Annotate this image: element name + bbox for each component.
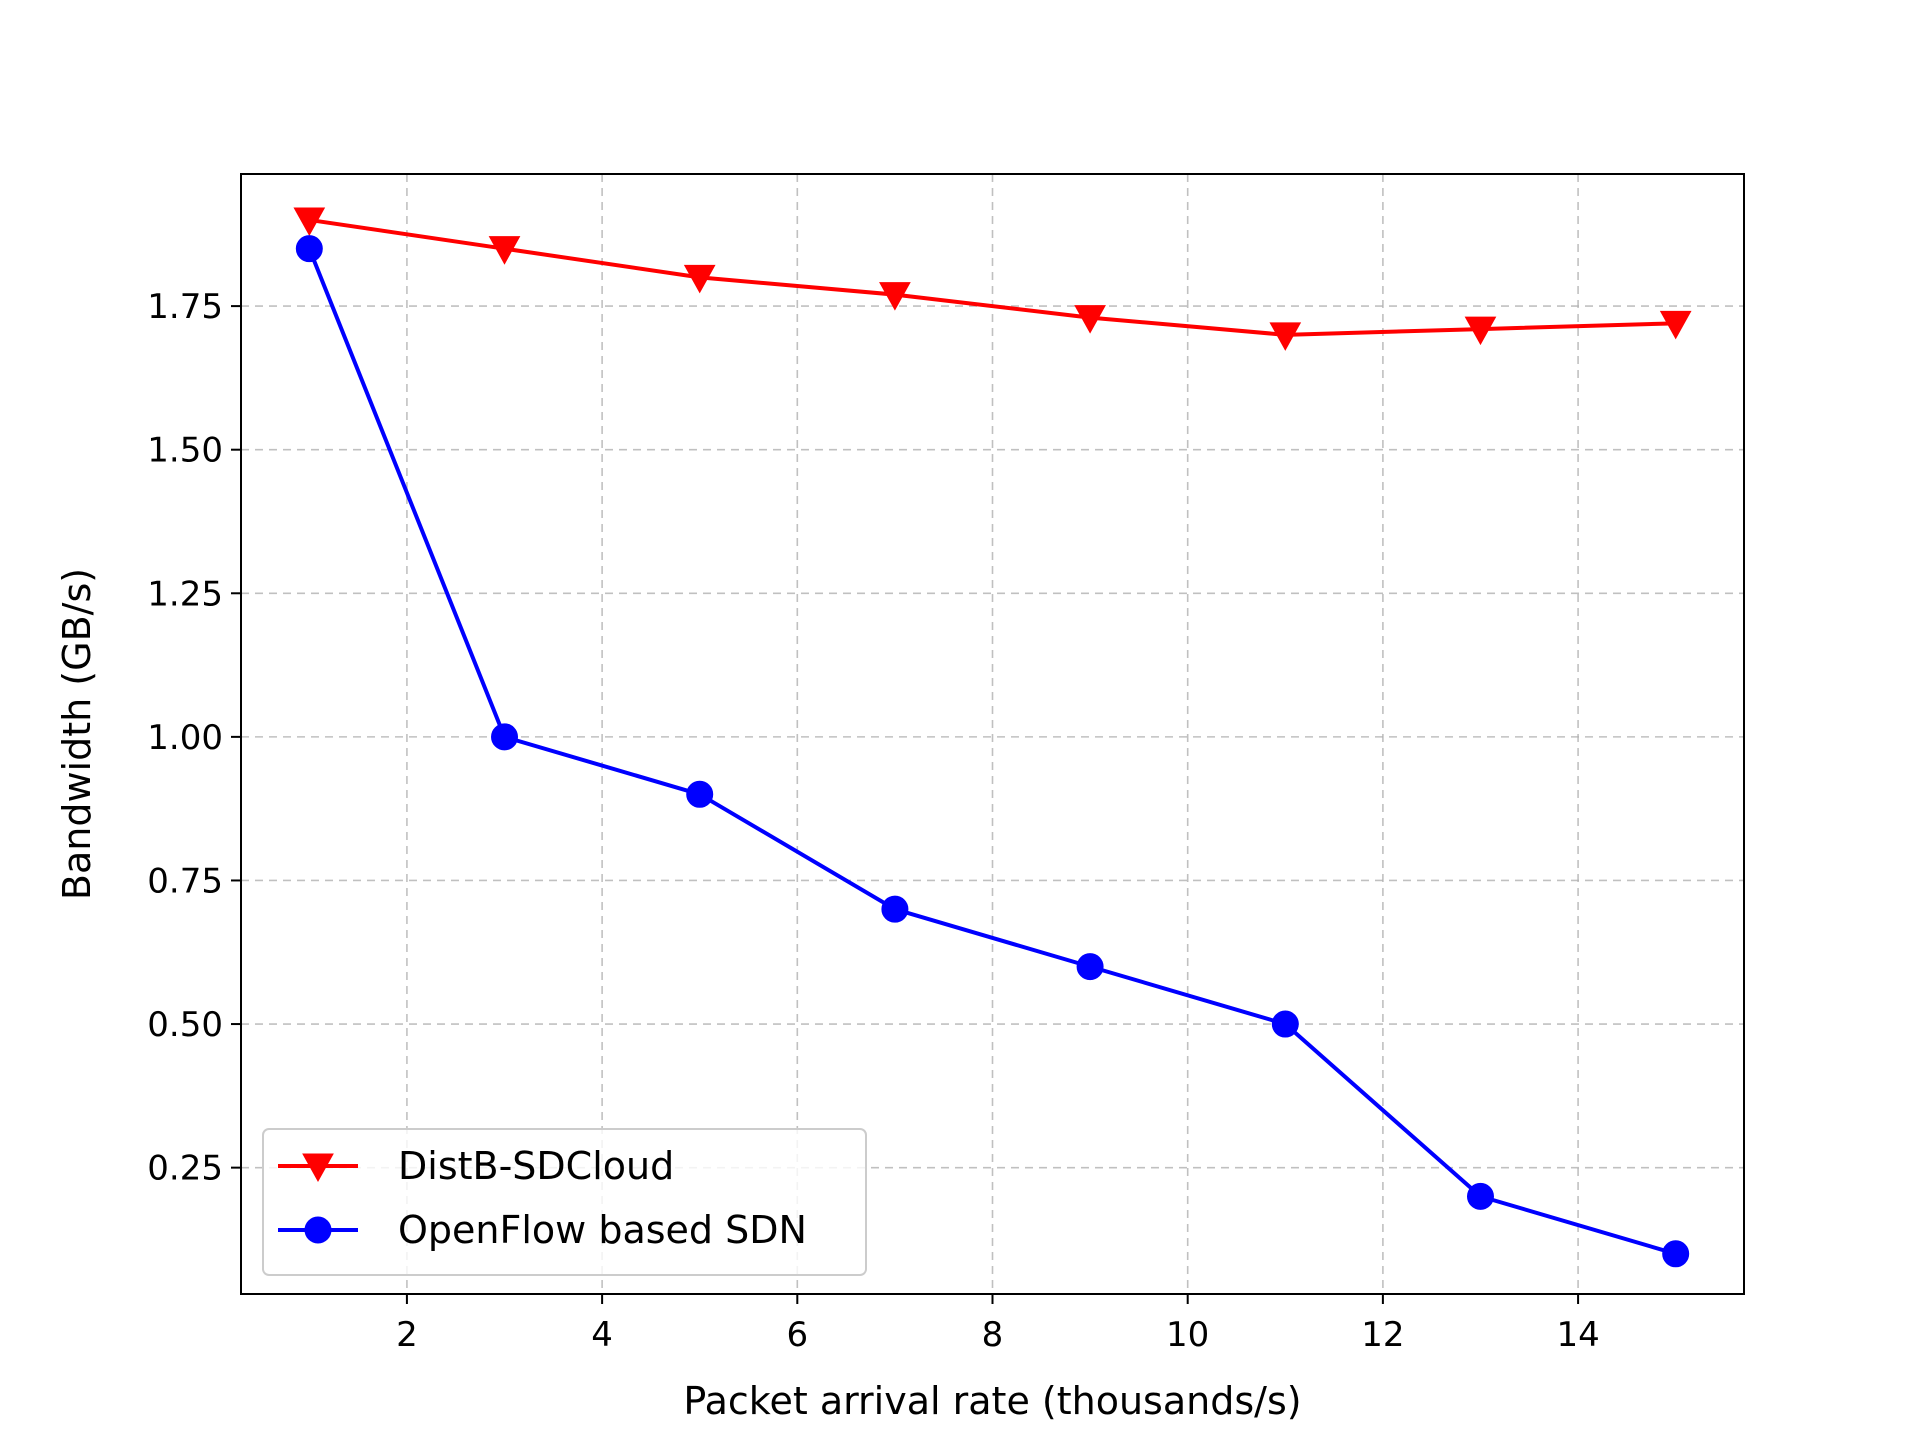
legend-entry: OpenFlow based SDN [278, 1208, 807, 1252]
data-point [686, 780, 714, 808]
legend-label: DistB-SDCloud [398, 1144, 674, 1188]
data-point [488, 236, 521, 265]
data-point [879, 282, 911, 311]
legend-entries: DistB-SDCloud OpenFlow based SDN [278, 1144, 807, 1252]
data-point [1076, 953, 1104, 981]
data-point [293, 207, 326, 236]
data-point [1466, 1182, 1494, 1210]
series-line [309, 217, 1676, 337]
series-layer [293, 207, 1692, 1268]
data-point [1074, 305, 1106, 334]
y-tick-label: 0.50 [147, 1005, 223, 1045]
legend: DistB-SDCloud OpenFlow based SDN [262, 1128, 867, 1276]
ticks-layer: 2 4 6 8 10 12 14 0.25 0.50 0.75 1.00 1.25 1.50 1.75 [147, 287, 1599, 1355]
data-point [1662, 1240, 1690, 1268]
data-point [491, 723, 519, 751]
data-point [1659, 310, 1692, 340]
x-tick-label: 14 [1556, 1315, 1599, 1355]
y-tick-label: 1.75 [147, 287, 223, 327]
legend-label: OpenFlow based SDN [398, 1208, 807, 1252]
x-tick-label: 12 [1361, 1315, 1404, 1355]
data-point [295, 235, 323, 263]
y-tick-label: 0.25 [147, 1149, 223, 1189]
grid-layer [241, 174, 1744, 1294]
legend-circle-marker [304, 1216, 332, 1244]
y-tick-label: 1.50 [147, 431, 223, 471]
series-line [307, 247, 1677, 1256]
data-point [683, 264, 716, 294]
data-point [881, 895, 909, 923]
data-point [1464, 316, 1497, 346]
x-tick-label: 2 [396, 1315, 418, 1355]
data-point [1271, 1010, 1299, 1038]
x-axis-label: Packet arrival rate (thousands/s) [683, 1379, 1301, 1423]
x-tick-label: 6 [786, 1315, 808, 1355]
legend-entry: DistB-SDCloud [278, 1144, 674, 1188]
y-axis-label: Bandwidth (GB/s) [55, 568, 99, 900]
x-tick-label: 10 [1166, 1315, 1209, 1355]
series-openflow-based-sdn [295, 235, 1690, 1268]
y-tick-label: 1.00 [147, 718, 223, 758]
legend-box [262, 1128, 867, 1276]
series-distb-sdcloud [293, 207, 1692, 351]
legend-triangle-marker [302, 1153, 334, 1183]
data-point [1269, 322, 1302, 351]
y-tick-label: 1.25 [147, 574, 223, 614]
x-tick-label: 8 [982, 1315, 1004, 1355]
x-tick-label: 4 [591, 1315, 613, 1355]
y-tick-label: 0.75 [147, 861, 223, 901]
